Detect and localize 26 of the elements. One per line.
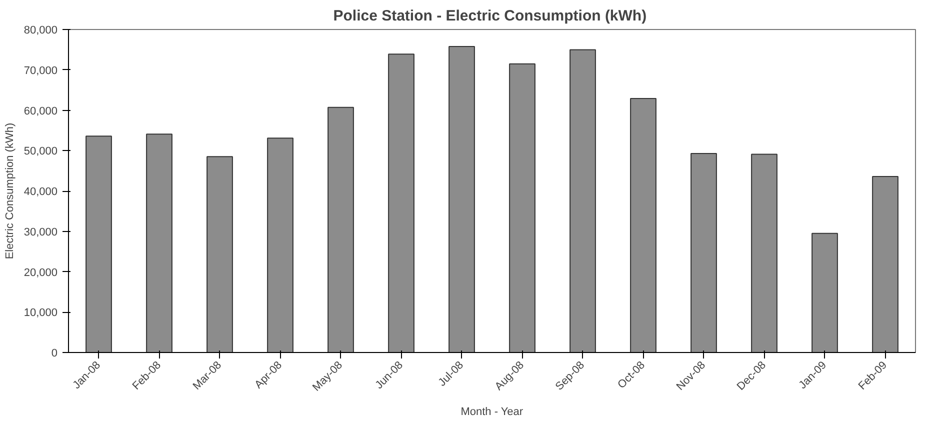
y-axis-title: Electric Consumption (kWh) <box>4 122 16 260</box>
y-tick-label: 60,000 <box>24 105 58 118</box>
bar <box>448 46 475 352</box>
chart-title: Police Station - Electric Consumption (kWh) <box>333 8 647 24</box>
y-tick-label: 10,000 <box>24 307 58 320</box>
y-tick-label: 20,000 <box>24 266 58 279</box>
bar <box>570 49 596 352</box>
y-tick-label: 70,000 <box>24 64 58 77</box>
bar <box>86 136 112 352</box>
bar <box>630 98 656 352</box>
bar <box>751 154 778 352</box>
bar <box>388 54 414 352</box>
bar <box>690 152 717 352</box>
y-tick-label: 40,000 <box>24 186 58 198</box>
x-axis-title: Month - Year <box>460 406 524 418</box>
bar <box>509 63 536 352</box>
bar <box>146 134 172 352</box>
bar <box>267 138 294 352</box>
y-tick-label: 30,000 <box>24 226 58 238</box>
y-tick-label: 0 <box>51 348 58 360</box>
bar <box>206 156 233 352</box>
bar <box>872 176 898 352</box>
y-tick-label: 50,000 <box>24 146 58 158</box>
bar <box>328 106 354 352</box>
bar <box>812 232 838 352</box>
y-tick-label: 80,000 <box>24 24 58 36</box>
